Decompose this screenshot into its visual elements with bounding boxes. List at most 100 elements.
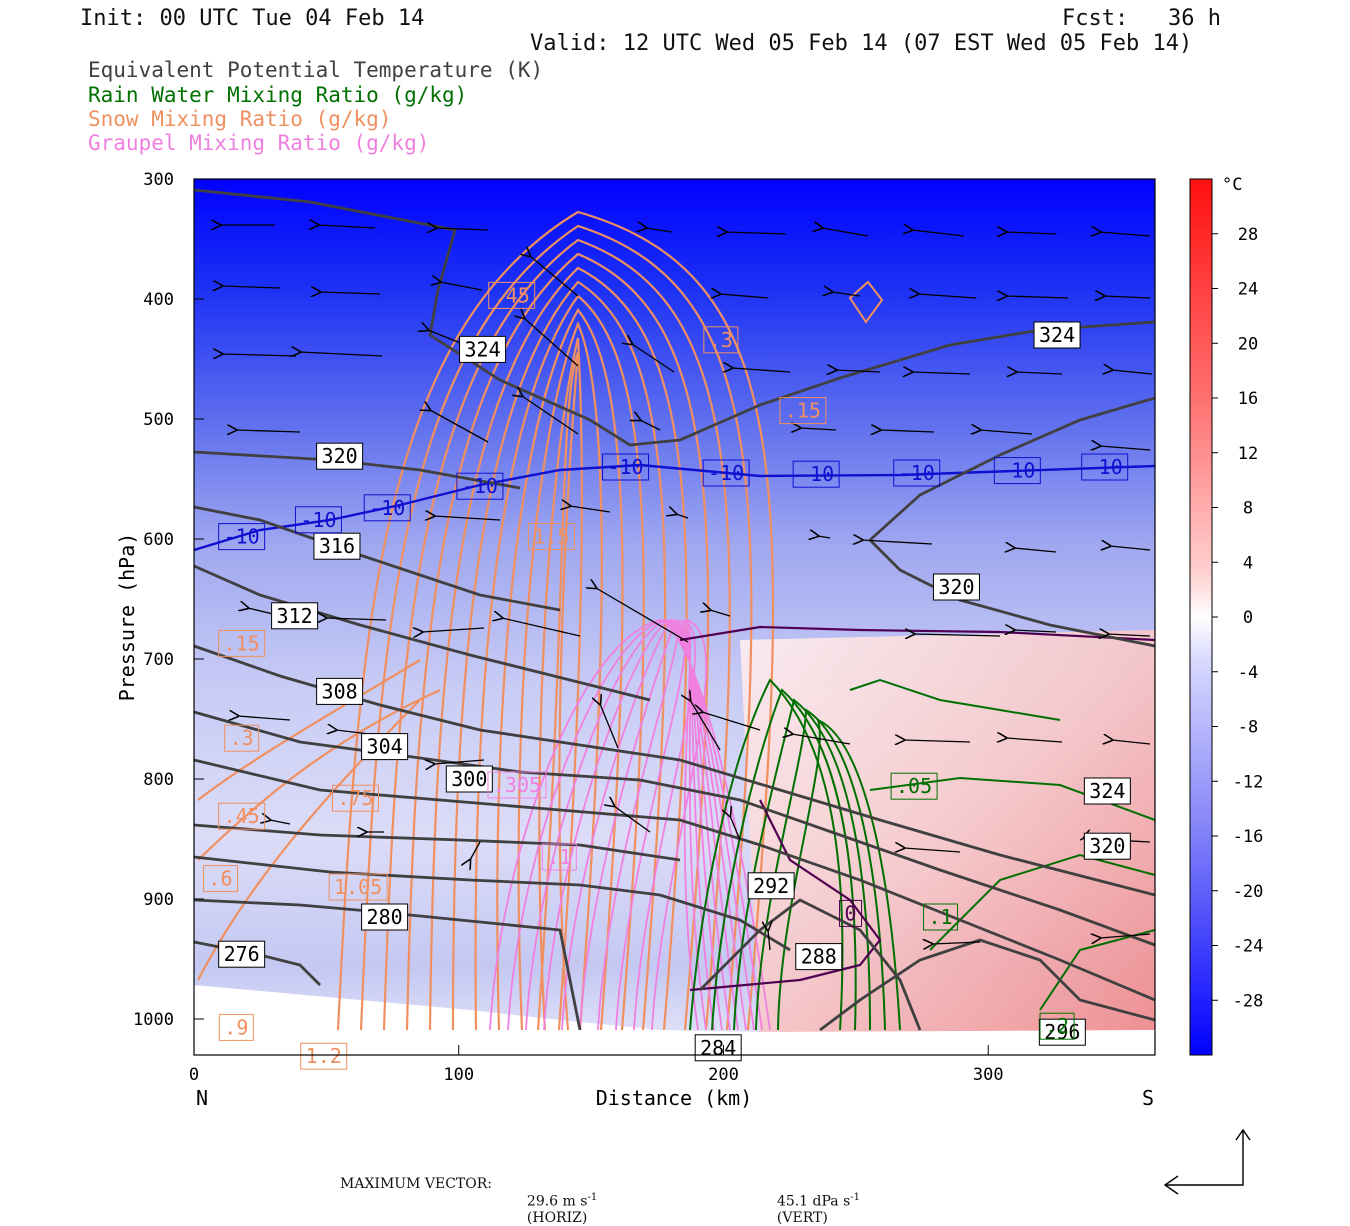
rain-label-box: [1039, 1012, 1075, 1040]
wind-vector: [1016, 372, 1063, 374]
theta-e-label-box: [313, 532, 361, 560]
theta-e-label-box: [1033, 321, 1081, 349]
snow-label: .6: [208, 867, 232, 891]
wind-vector: [1014, 630, 1057, 632]
wind-vector: [614, 806, 651, 833]
snow-contour: [197, 659, 421, 801]
wind-vector: [918, 294, 977, 298]
y-tick-label: 1000: [133, 1010, 174, 1030]
colorbar-tick-label: 4: [1243, 553, 1253, 573]
theta-e-label-box: [1083, 832, 1131, 860]
colorbar-tick-label: -12: [1233, 772, 1264, 792]
wind-vector: [222, 354, 297, 356]
theta-e-contour: [193, 758, 1156, 1002]
wind-vector: [980, 430, 1033, 434]
theta-e-label-box: [316, 677, 364, 705]
wind-vector: [1006, 232, 1057, 234]
wind-vector: [730, 816, 741, 841]
theta-e-label-box: [361, 733, 409, 761]
wind-vector: [912, 230, 965, 237]
isotherm-label-box: [294, 506, 342, 534]
wind-vector: [768, 930, 770, 951]
wind-vector: [1100, 232, 1151, 236]
theta-e-contour: [193, 710, 1156, 947]
graupel-contour: [543, 618, 747, 1031]
wind-vector: [912, 372, 971, 374]
theta-e-label-box: [747, 872, 795, 900]
colorbar-tick-label: 12: [1238, 444, 1258, 464]
rain-contour: [711, 688, 857, 1031]
graupel-contour: [507, 619, 763, 1031]
reference-vector-icon: [1163, 1128, 1251, 1195]
vert-value: 45.1 dPa s: [776, 1193, 851, 1210]
valid-time: Valid: 12 UTC Wed 05 Feb 14 (07 EST Wed …: [530, 31, 1193, 56]
theta-e-label-box: [932, 573, 980, 601]
theta-e-label-box: [218, 940, 266, 968]
theta-e-contour: [699, 898, 922, 1031]
y-tick-label: 900: [143, 890, 174, 910]
colorbar-tick-label: -28: [1233, 991, 1264, 1011]
theta-e-label: 324: [465, 337, 501, 361]
wind-vector: [732, 368, 791, 372]
theta-e-contour: [193, 450, 521, 490]
rain-contour: [689, 678, 844, 1031]
isotherm-label-box: [363, 494, 411, 522]
max-vector-label: MAXIMUM VECTOR:: [340, 1176, 492, 1192]
snow-label-box: [703, 326, 739, 354]
wind-vector: [800, 428, 837, 430]
rain-label: .1: [929, 905, 953, 929]
wind-vector: [522, 396, 579, 435]
graupel-label-box: [487, 771, 547, 799]
isotherm-label: -10: [224, 525, 260, 549]
wind-vector: [320, 292, 381, 294]
wind-vector: [440, 282, 483, 291]
theta-e-label-box: [361, 903, 409, 931]
isotherm-label: -10: [300, 508, 336, 532]
snow-label: .45: [494, 283, 530, 307]
theta-e-label-box: [795, 943, 843, 971]
wind-vector: [236, 430, 301, 432]
horiz-value: 29.6 m s: [526, 1193, 588, 1210]
rain-contour: [733, 698, 871, 1031]
wind-vector: [1079, 838, 1084, 841]
isotherm-label-box: [993, 457, 1041, 485]
theta-e-label: 316: [319, 534, 355, 558]
theta-e-label-box: [445, 765, 493, 793]
wind-vector: [822, 228, 869, 237]
isotherm-label: -10: [899, 461, 935, 485]
wind-vector: [792, 734, 851, 745]
wind-vector: [1014, 548, 1057, 552]
colorbar-tick-label: 28: [1238, 225, 1258, 245]
colorbar-unit: °C: [1222, 175, 1242, 195]
theta-e-label-box: [316, 442, 364, 470]
graupel-contour: [561, 618, 739, 1031]
colorbar: [1189, 178, 1213, 1056]
wind-vector: [1108, 634, 1151, 636]
graupel-label: .1: [547, 845, 571, 869]
isotherm-label-box: [702, 459, 750, 487]
wind-vector: [1006, 296, 1069, 298]
theta-e-label-box: [1038, 1018, 1086, 1046]
snow-contour: [496, 308, 624, 1031]
contour-labels: 324 324 320 316 320 312 308 304 300 324 320 292 280 2…: [202, 281, 1131, 1070]
colorbar-ticks: 28 24 20 16 12 8 4 0 -4 -8 -12 -16 -20 -24 -28: [1212, 225, 1264, 1011]
colorbar-tick-label: -4: [1238, 663, 1258, 683]
rain-label-box: [890, 772, 938, 800]
wind-vector: [1112, 740, 1151, 744]
theta-e-label: 324: [1039, 323, 1075, 347]
wind-vector: [300, 352, 383, 356]
y-axis-title: Pressure (hPa): [115, 533, 139, 702]
theta-e-contour: [193, 188, 1156, 447]
isotherm-label: -10: [1087, 455, 1123, 479]
isotherm-label: -10: [999, 459, 1035, 483]
graupel-label-box: [541, 843, 577, 871]
graupel-contour: [579, 618, 731, 1031]
snow-label-box: [218, 1013, 254, 1041]
snow-label: 1.05: [334, 875, 382, 899]
colorbar-tick-label: 24: [1238, 280, 1258, 300]
snow-label-box: [218, 802, 266, 830]
y-tick-label: 700: [143, 650, 174, 670]
wind-vector: [836, 370, 881, 372]
wind-vector: [434, 760, 485, 764]
isotherm-label: -10: [369, 496, 405, 520]
